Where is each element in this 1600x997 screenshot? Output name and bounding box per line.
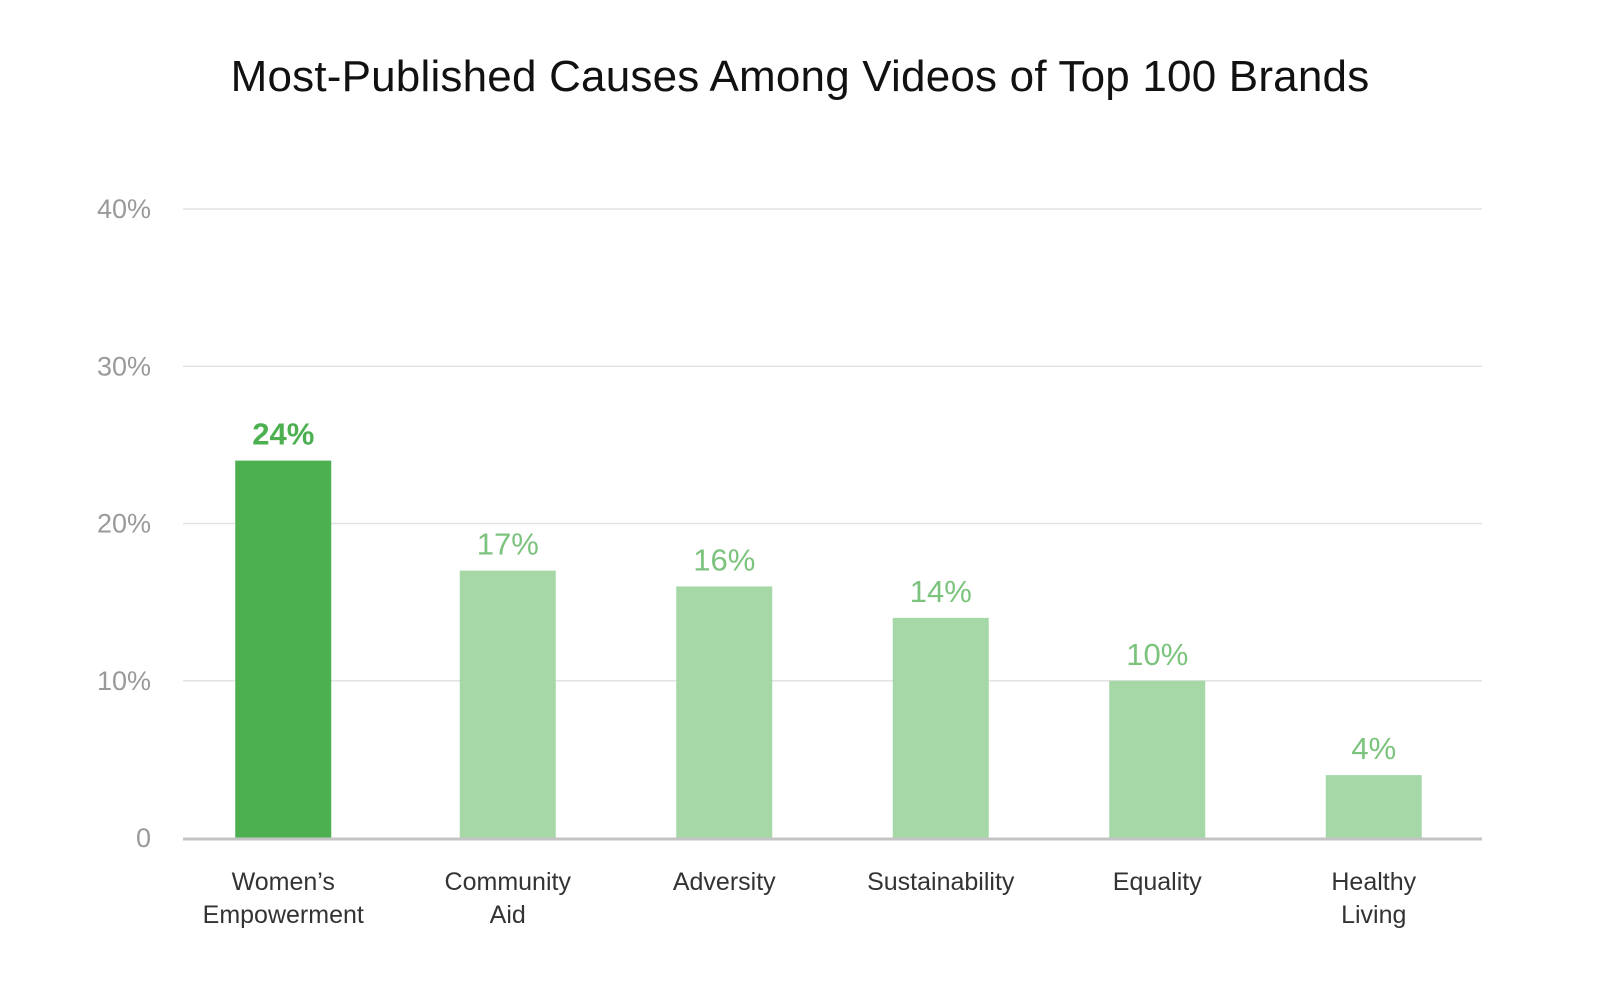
value-label: 10%	[1126, 637, 1188, 672]
category-label: Equality	[1113, 868, 1202, 896]
bars	[235, 460, 1422, 838]
category-label: Empowerment	[203, 901, 364, 929]
value-label: 4%	[1351, 731, 1396, 766]
category-label: Aid	[490, 901, 526, 929]
value-label: 14%	[910, 574, 972, 609]
value-label: 24%	[252, 417, 314, 452]
bar	[1325, 775, 1422, 838]
category-label: Sustainability	[867, 868, 1015, 896]
y-tick-label: 0	[136, 823, 151, 853]
bar	[235, 460, 332, 838]
gridlines	[183, 208, 1482, 682]
value-label: 17%	[477, 527, 539, 562]
category-labels: Women’s Empowerment Community Aid Adversity S…	[203, 868, 1417, 929]
category-label: Healthy	[1331, 868, 1416, 896]
bar	[892, 617, 989, 838]
value-label: 16%	[693, 542, 755, 577]
value-labels: 24% 17% 16% 14% 10% 4%	[252, 417, 1396, 766]
bar	[1109, 680, 1206, 838]
y-tick-label: 40%	[97, 194, 151, 224]
y-axis-ticks: 0 10% 20% 30% 40%	[97, 194, 151, 853]
bar	[459, 570, 556, 838]
category-label: Women’s	[232, 868, 335, 896]
y-tick-label: 10%	[97, 666, 151, 696]
category-label: Adversity	[673, 868, 776, 896]
y-tick-label: 20%	[97, 509, 151, 539]
category-label: Living	[1341, 901, 1406, 929]
y-tick-label: 30%	[97, 351, 151, 381]
category-label: Community	[445, 868, 572, 896]
bar	[676, 586, 773, 838]
chart-title: Most-Published Causes Among Videos of To…	[230, 52, 1370, 101]
